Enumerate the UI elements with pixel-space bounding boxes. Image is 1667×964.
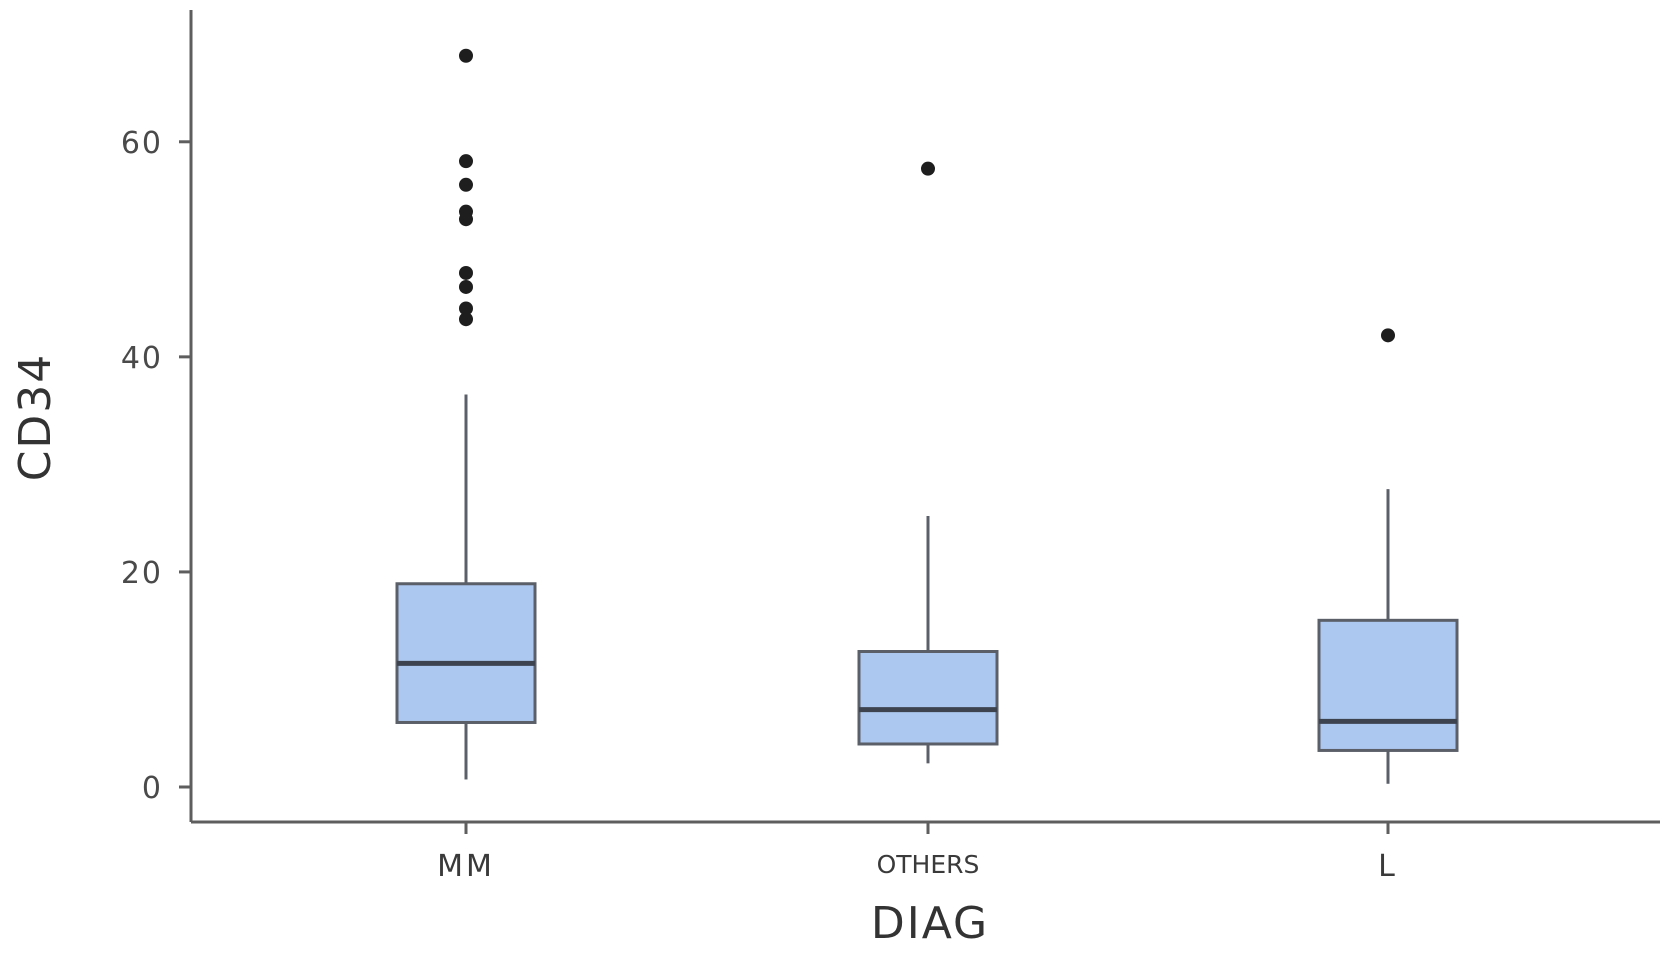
iqr-box xyxy=(395,582,537,724)
x-tick-label: OTHERS xyxy=(877,850,980,879)
outlier-point xyxy=(459,301,473,316)
y-axis-title: CD34 xyxy=(10,353,61,482)
box-group-others xyxy=(857,516,999,764)
outlier-point xyxy=(459,212,473,227)
box-group-l xyxy=(1317,489,1459,784)
outlier-point xyxy=(459,279,473,294)
axes: 0 20 40 60 MM OTHERS L xyxy=(121,10,1660,884)
outliers xyxy=(459,48,1395,343)
outlier-point xyxy=(459,48,473,63)
outlier-point xyxy=(459,312,473,327)
y-tick-label: 0 xyxy=(142,771,163,806)
outlier-point xyxy=(459,177,473,192)
iqr-box xyxy=(857,650,999,746)
y-tick-label: 20 xyxy=(121,556,163,591)
boxes xyxy=(395,394,1459,784)
box-group-mm xyxy=(395,394,537,780)
x-tick-label: L xyxy=(1378,849,1398,884)
x-tick-label: MM xyxy=(437,849,495,884)
outlier-point xyxy=(459,265,473,280)
outlier-point xyxy=(459,154,473,169)
y-tick-label: 60 xyxy=(121,126,163,161)
y-tick-label: 40 xyxy=(121,341,163,376)
iqr-box xyxy=(1317,618,1459,752)
x-axis-title: DIAG xyxy=(871,898,989,949)
outlier-point xyxy=(921,161,935,176)
outlier-point xyxy=(1381,328,1395,343)
